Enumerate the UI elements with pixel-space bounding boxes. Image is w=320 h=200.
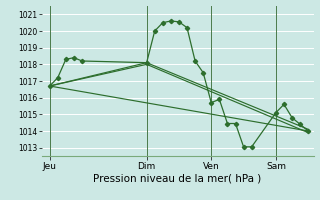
X-axis label: Pression niveau de la mer( hPa ): Pression niveau de la mer( hPa ) <box>93 173 262 183</box>
